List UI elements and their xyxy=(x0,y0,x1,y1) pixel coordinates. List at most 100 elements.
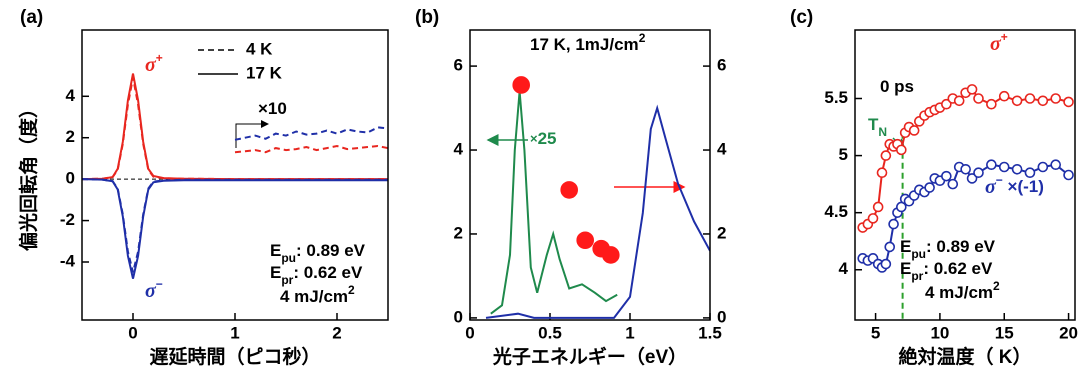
y-tick-label: 2 xyxy=(66,127,75,146)
annotation-part: + xyxy=(156,51,163,65)
data-point xyxy=(998,161,1010,173)
data-point xyxy=(884,241,896,253)
data-point xyxy=(1011,163,1023,175)
annotation-part: E xyxy=(270,263,281,282)
annotation-part: ×(-1) xyxy=(1003,177,1044,196)
x-axis-title: 絶対温度（ K） xyxy=(898,345,1031,368)
data-point xyxy=(941,170,952,182)
y-tick-label: -4 xyxy=(60,251,76,270)
plot-area xyxy=(82,73,388,279)
annotation: 4 mJ/cm2 xyxy=(280,283,355,306)
plot-area xyxy=(485,76,710,319)
annotation: σ+ xyxy=(145,51,163,75)
annotation-part: + xyxy=(1001,30,1008,44)
annotation-part: : 0.89 eV xyxy=(296,241,366,260)
annotation-part: × xyxy=(530,131,538,146)
x-tick-label: 5 xyxy=(871,323,880,342)
y-tick-label: 6 xyxy=(454,56,463,75)
data-point xyxy=(1024,167,1036,179)
data-point xyxy=(973,93,984,104)
scale-arrow xyxy=(235,120,269,148)
annotation: Epu: 0.89 eV xyxy=(270,241,366,265)
plot-frame xyxy=(81,29,389,321)
annotation-part: E xyxy=(270,241,281,260)
legend-label: 17 K xyxy=(246,63,283,82)
annotation: ×10 xyxy=(258,99,287,118)
annotation: Epr: 0.62 eV xyxy=(900,259,993,283)
data-point xyxy=(560,181,579,199)
y2-tick-label: 0 xyxy=(717,307,726,326)
y-tick-label: 4.5 xyxy=(824,202,848,221)
annotation: TN xyxy=(868,115,887,139)
x-tick-label: 1 xyxy=(230,323,239,342)
plot-area xyxy=(857,84,1074,273)
y-tick-label: -2 xyxy=(60,210,75,229)
data-point xyxy=(986,98,997,110)
annotation-part: 2 xyxy=(348,283,355,297)
annotation-part: 0 ps xyxy=(880,77,914,96)
plot-frame xyxy=(469,29,711,321)
data-point xyxy=(896,144,907,156)
legend-label: 4 K xyxy=(246,39,273,58)
data-point xyxy=(998,90,1010,102)
y-tick-label: 5.5 xyxy=(824,88,848,107)
annotation-part: E xyxy=(900,259,911,278)
y-axis-title: 偏光回転角（度） xyxy=(17,99,40,251)
y2-tick-label: 6 xyxy=(717,56,726,75)
data-point xyxy=(888,218,899,230)
annotation-part: pu xyxy=(911,247,926,261)
annotation: 4 mJ/cm2 xyxy=(925,279,1000,302)
series-line xyxy=(485,104,710,319)
data-point xyxy=(966,173,978,184)
y-tick-label: 5 xyxy=(839,145,848,164)
annotation-part: pu xyxy=(281,251,296,265)
annotation-part: pr xyxy=(911,269,923,283)
x-tick-label: 10 xyxy=(930,323,949,342)
annotation-part: ×10 xyxy=(258,99,287,118)
y-tick-label: 4 xyxy=(454,140,464,159)
plot-frame xyxy=(854,29,1076,321)
annotation-part: pr xyxy=(281,273,293,287)
annotation-part: 2 xyxy=(639,31,646,45)
annotation-part: : 0.62 eV xyxy=(923,259,993,278)
annotation-part: 4 mJ/cm xyxy=(280,287,348,306)
data-point xyxy=(1050,93,1062,104)
annotation-part: : 0.89 eV xyxy=(926,237,996,256)
annotation: Epu: 0.89 eV xyxy=(900,237,996,261)
annotation: 17 K, 1mJ/cm2 xyxy=(530,31,646,54)
annotation-part: − xyxy=(156,277,163,291)
annotation-part: 2 xyxy=(993,279,1000,293)
y-tick-label: 4 xyxy=(66,86,76,105)
data-point xyxy=(953,95,965,107)
x-tick-label: 2 xyxy=(332,323,341,342)
data-point xyxy=(924,182,935,193)
x-tick-label: 0 xyxy=(128,323,137,342)
annotation-part: σ xyxy=(145,54,157,76)
panel-label: (c) xyxy=(790,7,813,28)
annotation-part: 17 K, 1mJ/cm xyxy=(530,35,639,54)
series-line xyxy=(234,144,388,154)
annotation-part: σ xyxy=(145,280,157,302)
x-axis-title: 遅延時間（ピコ秒） xyxy=(149,345,320,368)
series-line xyxy=(234,126,388,141)
y-tick-label: 0 xyxy=(454,307,463,326)
annotation: Epr: 0.62 eV xyxy=(270,263,363,287)
data-point xyxy=(947,178,959,190)
data-point xyxy=(867,213,879,224)
panel-label: (a) xyxy=(20,7,43,28)
data-point xyxy=(1050,159,1062,171)
data-point xyxy=(1024,93,1036,104)
data-point xyxy=(941,98,952,110)
annotation: 0 ps xyxy=(880,77,914,96)
data-point xyxy=(1011,95,1023,107)
data-point xyxy=(973,167,984,179)
data-point xyxy=(908,125,920,136)
annotation-part: : 0.62 eV xyxy=(293,263,363,282)
annotation-part: σ xyxy=(985,176,997,198)
data-point xyxy=(966,84,978,95)
data-point xyxy=(876,167,888,179)
annotation-part: N xyxy=(878,125,887,139)
x-tick-label: 0 xyxy=(465,323,474,342)
annotation: ×25 xyxy=(530,129,557,148)
